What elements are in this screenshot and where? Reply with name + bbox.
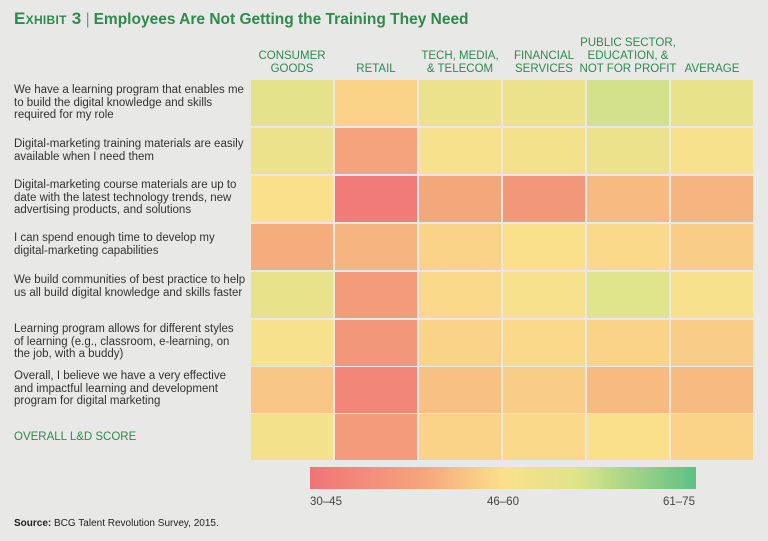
color-scale-bar (310, 467, 696, 489)
row-label: We have a learning program that enables … (14, 84, 244, 121)
heatmap-cell (671, 320, 753, 366)
column-header-line: RETAIL (356, 63, 396, 75)
heatmap-cell (251, 128, 333, 174)
heatmap-cell (503, 128, 585, 174)
row-label: We build communities of best practice to… (14, 274, 246, 299)
heatmap-cell (587, 320, 669, 366)
heatmap-cell (587, 367, 669, 413)
source-text: BCG Talent Revolution Survey, 2015. (54, 518, 219, 529)
column-header-line: EDUCATION, & (587, 50, 669, 62)
heatmap-cell (587, 224, 669, 270)
heatmap-cell (335, 414, 417, 460)
scale-label-high: 61–75 (663, 496, 695, 508)
heatmap-cell (503, 176, 585, 222)
heatmap-cell (671, 128, 753, 174)
heatmap-cell (419, 176, 501, 222)
heatmap-cell (419, 320, 501, 366)
column-header: PUBLIC SECTOR, EDUCATION, & NOT FOR PROFIT (568, 30, 688, 76)
heatmap-cell (671, 176, 753, 222)
heatmap-cell (503, 367, 585, 413)
heatmap-cell (587, 272, 669, 318)
scale-label-low: 30–45 (310, 496, 342, 508)
column-header: CONSUMER GOODS (232, 30, 352, 76)
column-header-line: GOODS (270, 63, 314, 75)
column-header: RETAIL (316, 30, 436, 76)
heatmap-cell (503, 224, 585, 270)
heatmap-cell (587, 176, 669, 222)
column-header: AVERAGE (652, 30, 768, 76)
scale-label-mid: 46–60 (487, 496, 519, 508)
title-separator: | (85, 11, 90, 28)
heatmap-cell (587, 414, 669, 460)
column-header: FINANCIAL SERVICES (484, 30, 604, 76)
heatmap-cell (335, 128, 417, 174)
row-label: Digital-marketing training materials are… (14, 138, 244, 163)
heatmap-cell (251, 176, 333, 222)
heatmap-cell (671, 272, 753, 318)
row-label: Digital-marketing course materials are u… (14, 179, 237, 216)
heatmap-cell (503, 80, 585, 126)
column-header-line: PUBLIC SECTOR, (580, 37, 676, 49)
row-label: I can spend enough time to develop my di… (14, 232, 215, 257)
heatmap-cell (335, 80, 417, 126)
heatmap-cell (419, 414, 501, 460)
heatmap-cell (503, 320, 585, 366)
heatmap-cell (251, 224, 333, 270)
heatmap-cell (671, 414, 753, 460)
exhibit-number: Exhibit 3 (14, 9, 82, 28)
overall-score-label: OVERALL L&D SCORE (14, 431, 137, 443)
chart-title: Exhibit 3 | Employees Are Not Getting the … (14, 9, 469, 29)
column-header-line: CONSUMER (258, 50, 326, 62)
row-label: Learning program allows for different st… (14, 323, 234, 360)
heatmap-cell (419, 367, 501, 413)
source-prefix: Source: (14, 518, 52, 529)
heatmap-cell (671, 367, 753, 413)
heatmap-cell (335, 320, 417, 366)
column-header-line: & TELECOM (426, 63, 494, 75)
heatmap-cell (335, 176, 417, 222)
heatmap-cell (503, 272, 585, 318)
column-header-line: TECH, MEDIA, (421, 50, 499, 62)
heatmap-cell (419, 272, 501, 318)
heatmap-cell (419, 224, 501, 270)
row-label: Overall, I believe we have a very effect… (14, 370, 227, 407)
heatmap-cell (587, 80, 669, 126)
heatmap-cell (251, 367, 333, 413)
column-header-line: NOT FOR PROFIT (579, 63, 677, 75)
column-header-line: SERVICES (515, 63, 573, 75)
title-text: Employees Are Not Getting the Training T… (93, 11, 469, 28)
heatmap-cell (335, 367, 417, 413)
heatmap-cell (335, 272, 417, 318)
heatmap-cell (251, 80, 333, 126)
heatmap-cell (419, 80, 501, 126)
heatmap-cell (671, 80, 753, 126)
heatmap-cell (503, 414, 585, 460)
heatmap-cell (251, 320, 333, 366)
column-header: TECH, MEDIA, & TELECOM (400, 30, 520, 76)
heatmap-cell (335, 224, 417, 270)
heatmap-cell (587, 128, 669, 174)
heatmap-cell (671, 224, 753, 270)
heatmap-cell (419, 128, 501, 174)
source-note: Source: BCG Talent Revolution Survey, 20… (14, 518, 219, 529)
column-header-line: AVERAGE (684, 63, 740, 75)
heatmap-cell (251, 414, 333, 460)
column-header-line: FINANCIAL (513, 50, 575, 62)
heatmap-cell (251, 272, 333, 318)
